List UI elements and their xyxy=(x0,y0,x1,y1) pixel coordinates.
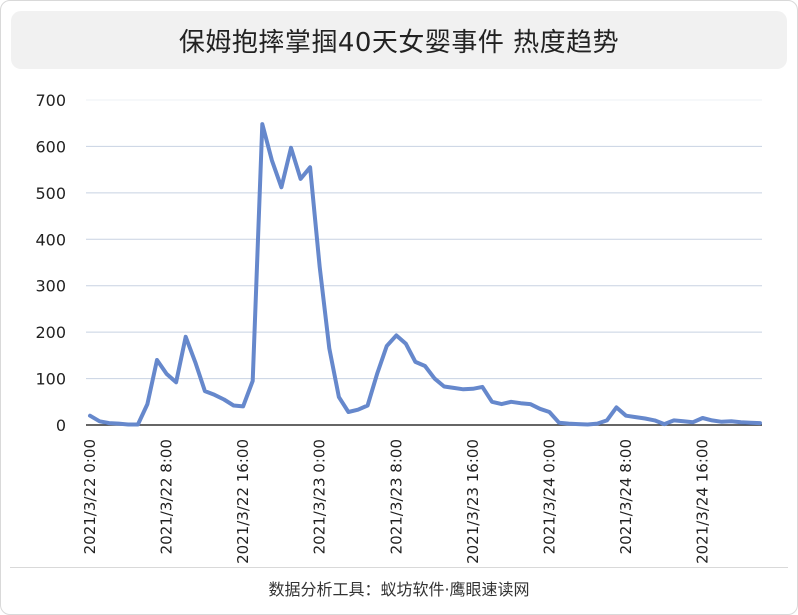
x-axis-ticks: 2021/3/22 0:00 2021/3/22 8:00 2021/3/22 16… xyxy=(81,439,712,564)
x-tick-label: 2021/3/22 0:00 xyxy=(81,439,99,554)
x-tick-label: 2021/3/22 16:00 xyxy=(234,439,252,564)
footer-divider xyxy=(10,567,788,568)
x-tick-label: 2021/3/22 8:00 xyxy=(158,439,176,554)
y-tick-label: 100 xyxy=(35,370,66,389)
x-tick-label: 2021/3/24 8:00 xyxy=(617,439,635,554)
series-line xyxy=(88,122,762,427)
y-tick-label: 400 xyxy=(35,230,66,249)
y-tick-label: 500 xyxy=(35,184,66,203)
y-tick-label: 0 xyxy=(56,416,66,435)
title-bar: 保姆抱摔掌掴40天女婴事件 热度趋势 xyxy=(11,11,787,69)
y-axis-ticks: 0 100 200 300 400 500 600 700 xyxy=(35,91,66,435)
x-tick-label: 2021/3/23 8:00 xyxy=(387,439,405,554)
x-tick-label: 2021/3/24 16:00 xyxy=(694,439,712,564)
y-tick-label: 300 xyxy=(35,277,66,296)
y-tick-label: 700 xyxy=(35,91,66,110)
chart-title: 保姆抱摔掌掴40天女婴事件 热度趋势 xyxy=(178,27,620,58)
data-source-footer: 数据分析工具：蚁坊软件·鹰眼速读网 xyxy=(268,580,530,599)
x-tick-label: 2021/3/23 0:00 xyxy=(311,439,329,554)
y-tick-label: 600 xyxy=(35,137,66,156)
gridlines xyxy=(86,99,762,380)
x-tick-label: 2021/3/23 16:00 xyxy=(464,439,482,564)
x-tick-label: 2021/3/24 0:00 xyxy=(540,439,558,554)
y-tick-label: 200 xyxy=(35,323,66,342)
